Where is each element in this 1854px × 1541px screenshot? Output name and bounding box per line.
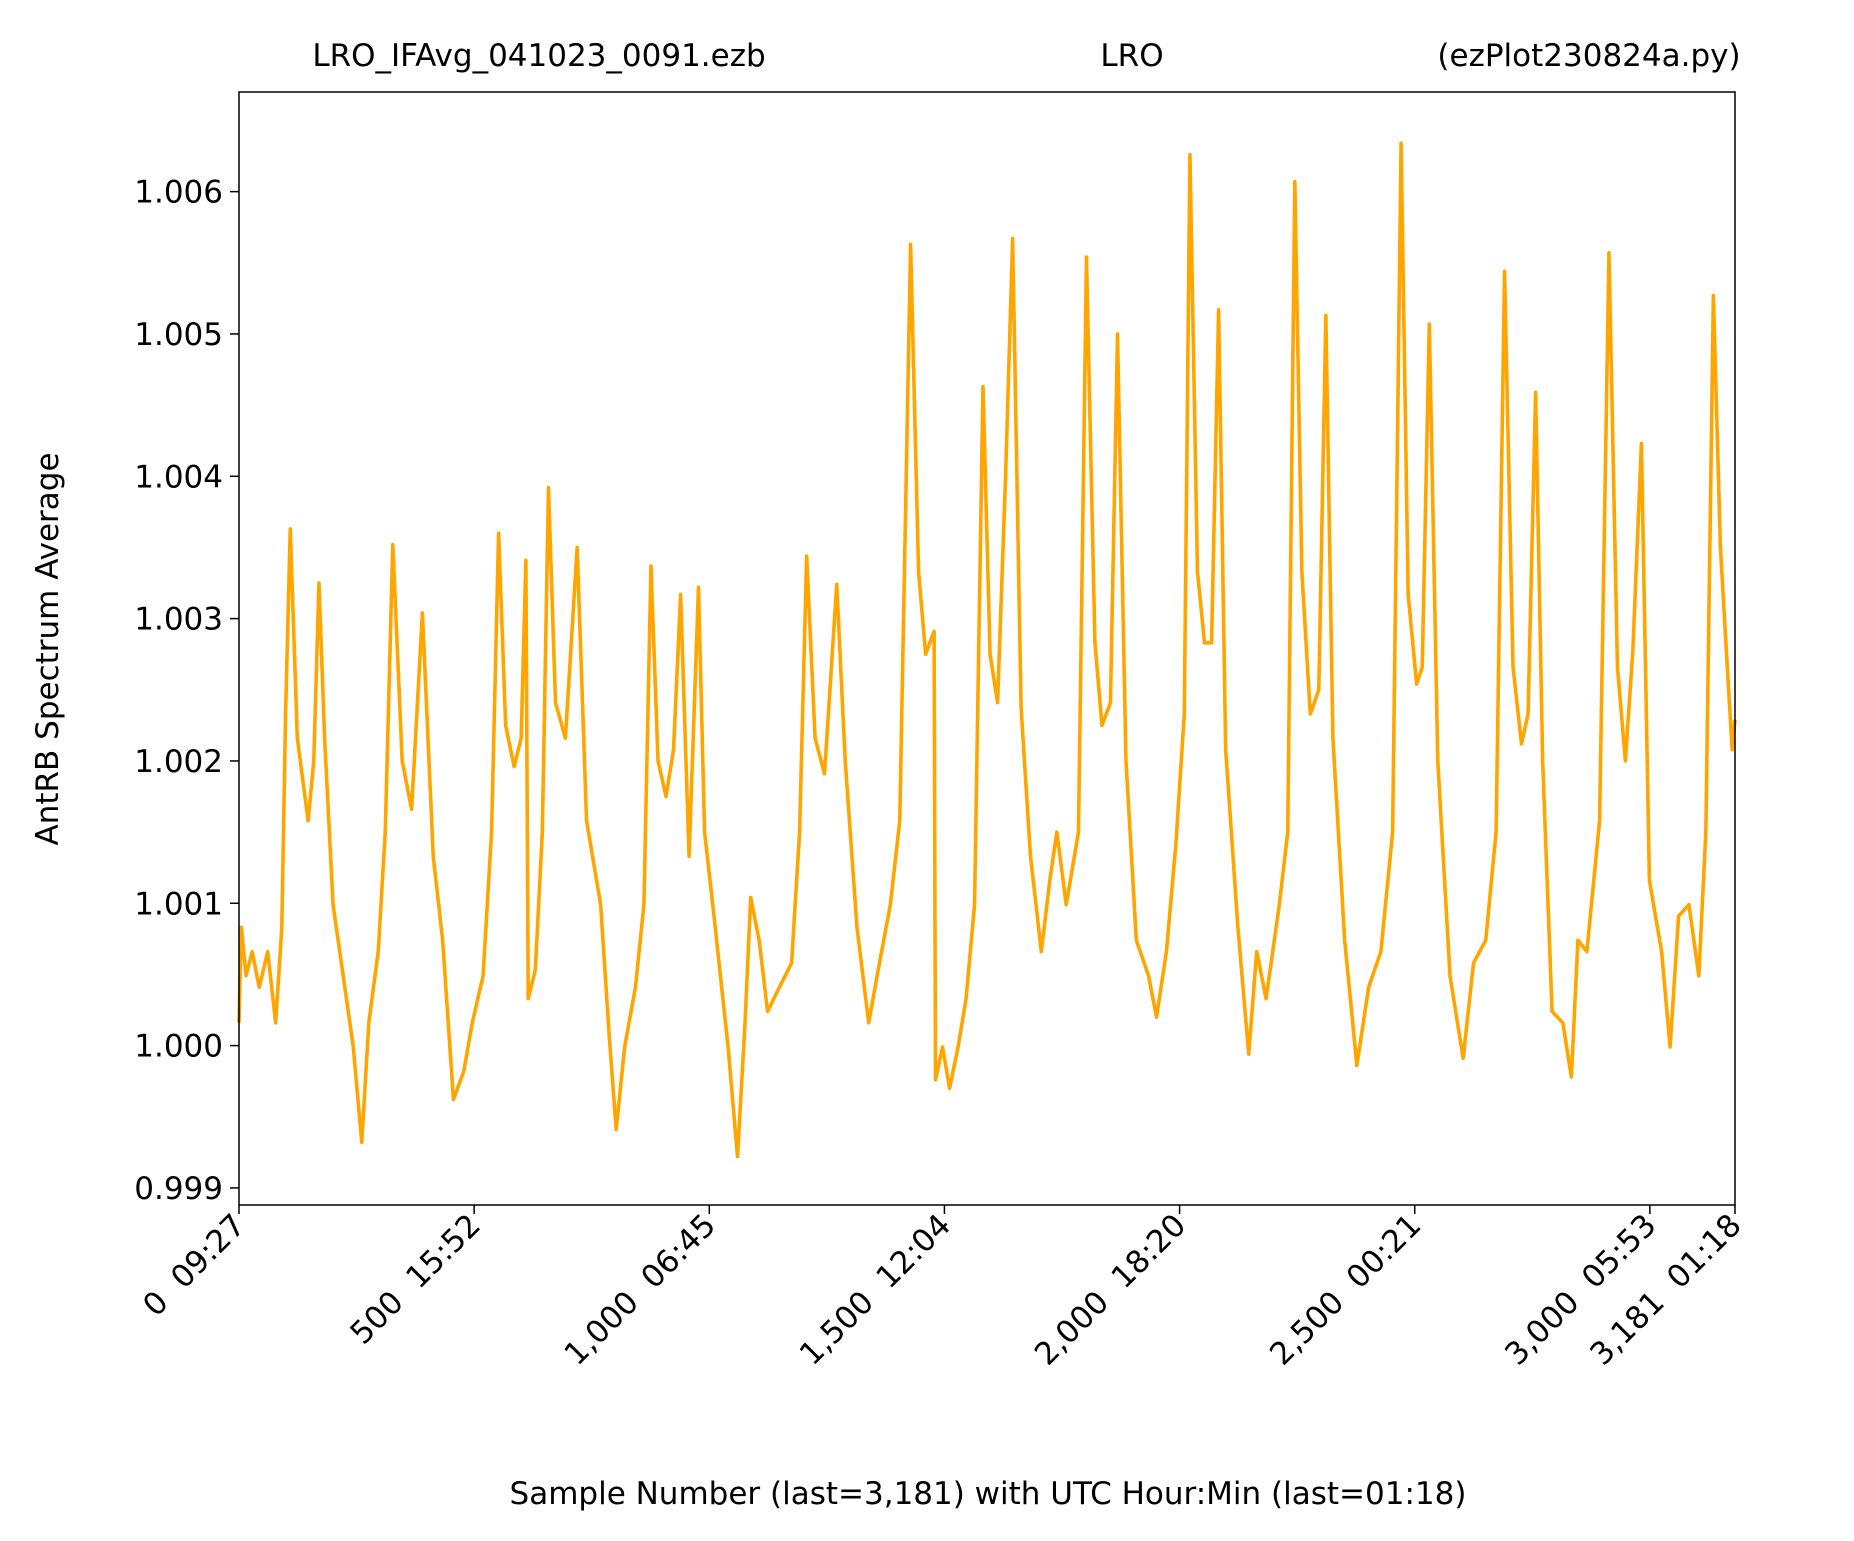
y-tick-label: 1.003 xyxy=(134,602,223,638)
y-tick-label: 1.001 xyxy=(134,886,223,922)
y-tick-label: 1.002 xyxy=(134,744,223,780)
x-tick-label: 2,000 18:20 xyxy=(1028,1207,1193,1372)
y-tick-label: 1.004 xyxy=(134,459,223,495)
x-axis-label: Sample Number (last=3,181) with UTC Hour… xyxy=(510,1476,1467,1512)
chart-title-right: (ezPlot230824a.py) xyxy=(1437,38,1740,74)
x-tick-label: 0 09:27 xyxy=(136,1207,253,1324)
data-line xyxy=(237,141,1737,1159)
x-tick-label: 1,500 12:04 xyxy=(793,1207,958,1372)
y-tick-label: 1.000 xyxy=(134,1029,223,1065)
y-axis-label: AntRB Spectrum Average xyxy=(30,452,66,845)
x-tick-label: 3,000 05:53 xyxy=(1498,1207,1663,1372)
chart-title-left: LRO_IFAvg_041023_0091.ezb xyxy=(312,38,765,74)
x-tick-label: 2,500 00:21 xyxy=(1263,1207,1428,1372)
y-tick-label: 1.005 xyxy=(134,317,223,353)
y-tick-label: 0.999 xyxy=(134,1171,223,1207)
y-tick-label: 1.006 xyxy=(134,175,223,211)
x-tick-label: 1,000 06:45 xyxy=(558,1207,723,1372)
x-tick-label: 3,181 01:18 xyxy=(1583,1207,1748,1372)
plot-frame xyxy=(238,91,1736,1206)
chart-title: LRO xyxy=(1100,38,1163,74)
x-tick-label: 500 15:52 xyxy=(343,1207,487,1351)
